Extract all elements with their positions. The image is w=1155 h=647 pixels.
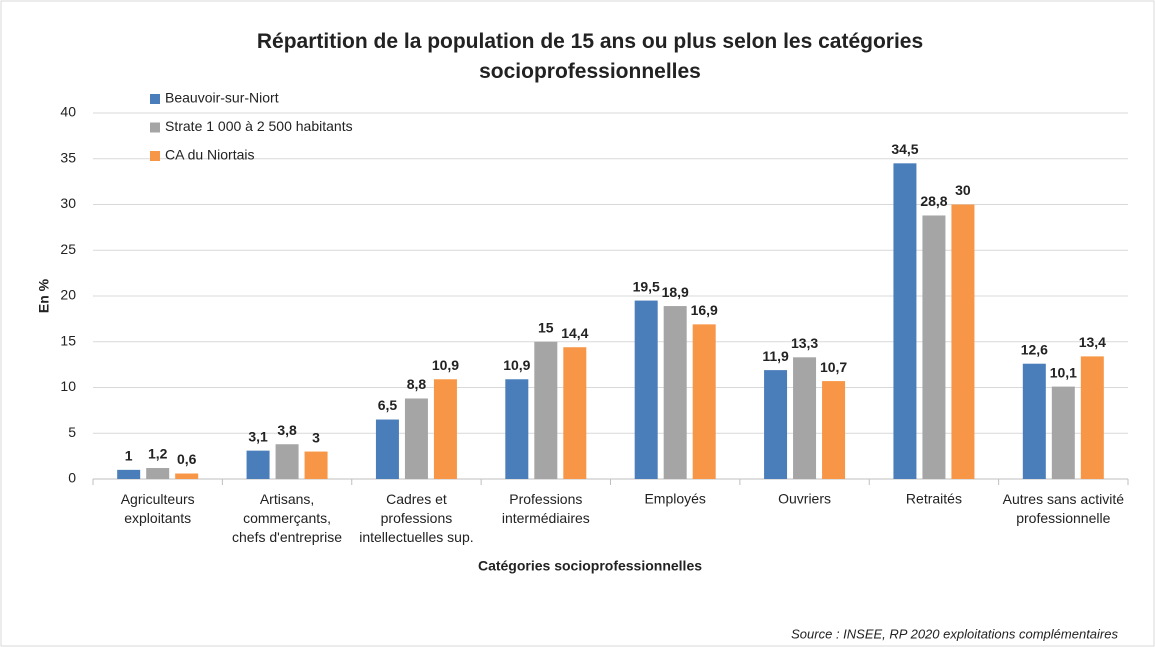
chart-title: Répartition de la population de 15 ans o… [257,30,923,83]
value-label: 10,9 [432,357,459,373]
bar [117,469,141,479]
bar [634,300,658,479]
bar [951,204,975,479]
bar [893,163,917,479]
bar [1051,386,1075,479]
legend-label: CA du Niortais [165,147,254,163]
value-label: 3,8 [277,422,297,438]
value-label: 28,8 [920,193,947,209]
value-label: 34,5 [891,141,918,157]
value-label: 13,4 [1079,334,1106,350]
x-tick-label: Professions intermédiaires [502,491,590,526]
value-label: 16,9 [691,302,718,318]
x-tick-label: Employés [644,491,705,507]
y-tick-label: 20 [60,287,76,303]
bar [275,444,299,479]
bar [304,451,328,479]
bar [563,347,587,479]
value-label: 15 [538,319,554,335]
value-label: 3 [312,429,320,445]
bar [922,215,946,480]
bar [822,381,846,479]
y-axis-title: En % [36,278,52,313]
y-tick-label: 25 [60,241,76,257]
bar [246,450,270,479]
bar [375,419,399,479]
legend-label: Beauvoir-sur-Niort [165,90,279,106]
value-label: 6,5 [378,397,398,413]
y-tick-label: 0 [68,470,76,486]
y-tick-label: 35 [60,149,76,165]
bar [1022,363,1046,479]
x-tick-label: Autres sans activité professionnelle [1003,491,1125,526]
value-label: 14,4 [561,325,588,341]
value-label: 30 [955,182,971,198]
value-label: 8,8 [407,376,427,392]
x-tick-label: Artisans, commerçants, chefs d'entreprise [232,491,342,545]
value-label: 1,2 [148,446,168,462]
value-label: 18,9 [662,284,689,300]
bar [663,306,687,479]
bar [433,379,457,479]
bar [764,370,788,479]
value-label: 11,9 [762,348,789,364]
value-label: 1 [125,448,133,464]
x-tick-label: Retraités [906,491,962,507]
value-label: 12,6 [1021,341,1048,357]
y-tick-label: 40 [60,104,76,120]
bar [692,324,716,479]
value-label: 19,5 [633,278,660,294]
value-label: 10,9 [503,357,530,373]
value-label: 10,7 [820,359,847,375]
bar [175,473,199,479]
x-tick-label: Agriculteurs exploitants [121,491,195,526]
legend-swatch [150,122,160,133]
bar [146,468,170,479]
legend-swatch [150,151,160,161]
bar [505,379,529,479]
y-tick-label: 10 [60,378,76,394]
x-tick-label: Ouvriers [778,491,831,507]
y-tick-label: 30 [60,195,76,211]
value-label: 13,3 [791,335,818,351]
x-axis-title: Catégories socioprofessionnelles [478,558,702,574]
legend-swatch [150,94,160,104]
value-label: 3,1 [248,428,268,444]
bar [404,398,428,479]
source-note: Source : INSEE, RP 2020 exploitations co… [791,626,1118,641]
bar [534,341,558,479]
x-tick-label: Cadres et professions intellectuelles sup. [359,491,473,545]
bar [793,357,817,479]
y-tick-label: 5 [68,424,76,440]
bar [1080,356,1104,479]
y-tick-label: 15 [60,332,76,348]
value-label: 10,1 [1050,364,1077,380]
value-label: 0,6 [177,451,197,467]
legend-label: Strate 1 000 à 2 500 habitants [165,118,353,134]
